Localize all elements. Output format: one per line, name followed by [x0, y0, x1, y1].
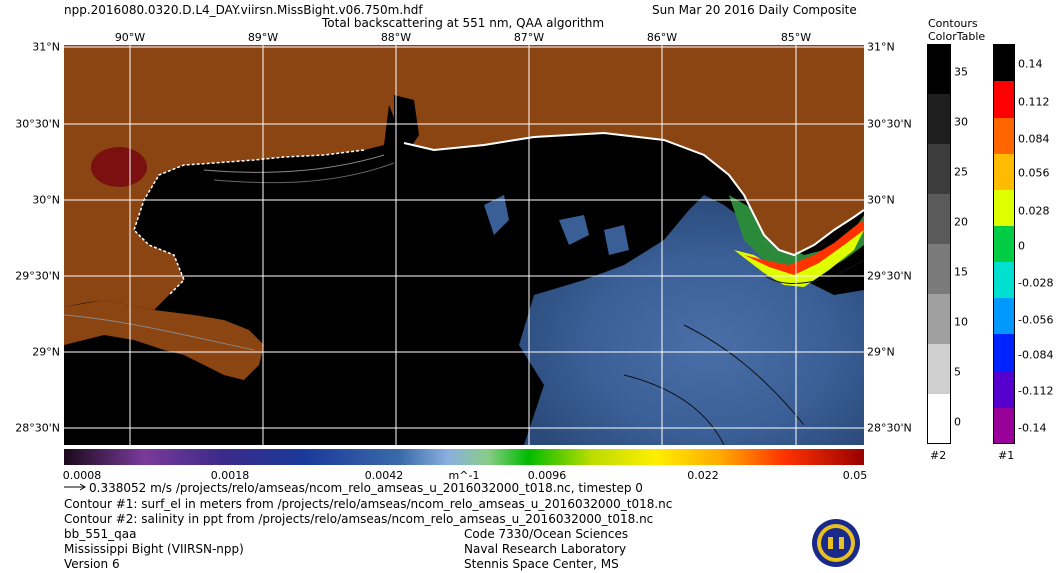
lake-pontchartrain: [91, 147, 147, 187]
salinity-contour: [64, 314, 255, 351]
surface-elevation-contour: [763, 259, 864, 284]
lon-tick-88w: 88°W: [380, 31, 412, 44]
graticule: [64, 45, 864, 445]
contours-label-15: 15: [954, 265, 968, 279]
contours-label-35: 35: [954, 65, 968, 79]
table1-label-4: 0.028: [1018, 204, 1050, 218]
lon-tick-89w: 89°W: [247, 31, 279, 44]
lat-tick-right-30n: 30°N: [867, 193, 895, 207]
colorbar-label-3: 0.0096: [527, 469, 567, 482]
salinity-contour: [213, 162, 395, 184]
lon-tick-90w: 90°W: [114, 31, 146, 44]
colorbar-label-2: 0.0042: [364, 469, 404, 482]
salinity-contour: [203, 154, 385, 173]
colorbar-label-0: 0.0008: [62, 469, 102, 482]
contours-colorbar: [927, 44, 951, 444]
lat-tick-right-30-30n: 30°30'N: [867, 117, 912, 131]
satellite-map[interactable]: [64, 45, 864, 445]
table1-label-0: 0.14: [1018, 57, 1043, 71]
mobile-bay: [394, 95, 419, 150]
coastline: [403, 131, 864, 257]
surface-elevation-contour: [623, 374, 725, 445]
org-name: Naval Research Laboratory: [464, 542, 627, 556]
vector-arrow-icon: [64, 483, 86, 491]
surface-elevation-contour: [683, 324, 805, 426]
backscatter-patches: [484, 195, 629, 255]
backscatter-colorbar: [64, 449, 864, 465]
lon-tick-86w: 86°W: [646, 31, 678, 44]
nrl-seal-logo: [812, 519, 860, 567]
lat-tick-left-31n: 31°N: [32, 40, 60, 54]
backscatter-red-band: [744, 220, 864, 275]
land-mass: [64, 45, 864, 310]
backscatter-blue-region: [519, 195, 864, 445]
table1-label-9: -0.112: [1018, 384, 1054, 398]
contours-table-title: Contours: [928, 17, 978, 30]
contours-table-footer: #2: [930, 449, 947, 462]
colorbar-unit: m^-1: [448, 469, 480, 482]
contours-label-30: 30: [954, 115, 968, 129]
file-name-title: npp.2016080.0320.D.L4_DAY.viirsn.MissBig…: [64, 3, 423, 17]
lat-tick-left-30n: 30°N: [32, 193, 60, 207]
table1-label-3: 0.056: [1018, 166, 1050, 180]
table1-label-8: -0.084: [1018, 348, 1054, 362]
contours-label-5: 5: [954, 365, 961, 379]
coastline-west: [133, 149, 365, 296]
product-name: bb_551_qaa: [64, 527, 137, 541]
contour-2-description: Contour #2: salinity in ppt from /projec…: [64, 512, 654, 526]
table1-label-1: 0.112: [1018, 95, 1050, 109]
contour-1-description: Contour #1: surf_el in meters from /proj…: [64, 497, 673, 511]
lat-tick-left-29-30n: 29°30'N: [15, 269, 60, 283]
version-label: Version 6: [64, 557, 120, 571]
lat-tick-right-29n: 29°N: [867, 345, 895, 359]
table1-footer: #1: [998, 449, 1015, 462]
contours-label-25: 25: [954, 165, 968, 179]
table1-colorbar: [993, 44, 1015, 444]
colorbar-label-5: 0.05: [842, 469, 868, 482]
lon-tick-87w: 87°W: [513, 31, 545, 44]
vector-legend-text: 0.338052 m/s /projects/relo/amseas/ncom_…: [89, 481, 643, 495]
product-subtitle: Total backscattering at 551 nm, QAA algo…: [322, 16, 605, 30]
backscatter-yellow-band: [734, 225, 864, 287]
region-name: Mississippi Bight (VIIRSN-npp): [64, 542, 244, 556]
lat-tick-left-29n: 29°N: [32, 345, 60, 359]
table1-label-6: -0.028: [1018, 276, 1054, 290]
mississippi-delta: [64, 300, 264, 380]
contours-label-0: 0: [954, 415, 961, 429]
composite-date: Sun Mar 20 2016 Daily Composite: [652, 3, 857, 17]
colorbar-label-4: 0.022: [687, 469, 719, 482]
contours-table-subtitle: ColorTable: [928, 30, 986, 43]
lon-tick-85w: 85°W: [780, 31, 812, 44]
lat-tick-left-28-30n: 28°30'N: [15, 421, 60, 435]
contours-label-10: 10: [954, 315, 968, 329]
contours-label-20: 20: [954, 215, 968, 229]
lat-tick-right-31n: 31°N: [867, 40, 895, 54]
table1-label-10: -0.14: [1018, 421, 1047, 435]
colorbar-label-1: 0.0018: [210, 469, 250, 482]
lat-tick-right-28-30n: 28°30'N: [867, 421, 912, 435]
org-code: Code 7330/Ocean Sciences: [464, 527, 629, 541]
table1-label-7: -0.056: [1018, 313, 1054, 327]
org-location: Stennis Space Center, MS: [464, 557, 619, 571]
lat-tick-right-29-30n: 29°30'N: [867, 269, 912, 283]
lat-tick-left-30-30n: 30°30'N: [15, 117, 60, 131]
table1-label-5: 0: [1018, 239, 1025, 253]
table1-label-2: 0.084: [1018, 132, 1050, 146]
